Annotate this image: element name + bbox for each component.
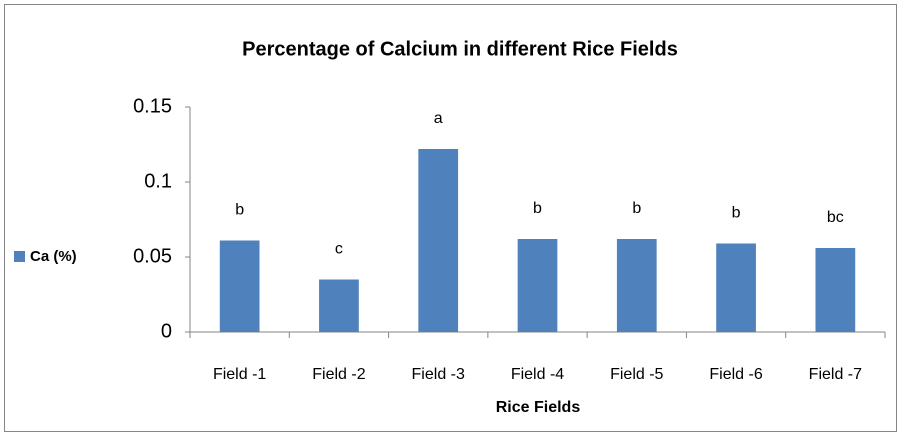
bar: [418, 149, 459, 332]
y-tick-label: 0.15: [133, 95, 172, 117]
legend-swatch: [14, 251, 25, 262]
annotation: c: [335, 241, 343, 258]
bar: [219, 240, 260, 332]
annotation: b: [632, 200, 641, 217]
annotation: b: [235, 202, 244, 219]
x-tick-label: Field -5: [610, 366, 663, 383]
legend-label: Ca (%): [30, 248, 77, 265]
annotation: b: [732, 205, 741, 222]
x-tick-label: Field -4: [511, 366, 564, 383]
bar: [517, 239, 558, 332]
x-tick-label: Field -6: [709, 366, 762, 383]
x-axis-title: Rice Fields: [496, 399, 581, 416]
bar: [716, 243, 756, 332]
annotation: b: [533, 200, 542, 217]
x-tick-label: Field -2: [312, 366, 365, 383]
y-tick-label: 0.05: [133, 245, 172, 267]
x-tick-label: Field -7: [809, 366, 862, 383]
bar: [319, 279, 359, 332]
x-tick-label: Field -3: [412, 366, 465, 383]
bar: [616, 239, 657, 332]
x-tick-label: Field -1: [213, 366, 266, 383]
annotation: bc: [827, 209, 844, 226]
bar: [815, 248, 856, 332]
y-tick-label: 0.1: [144, 170, 172, 192]
y-tick-label: 0: [161, 320, 172, 342]
chart-title: Percentage of Calcium in different Rice …: [242, 38, 678, 60]
annotation: a: [434, 110, 443, 127]
